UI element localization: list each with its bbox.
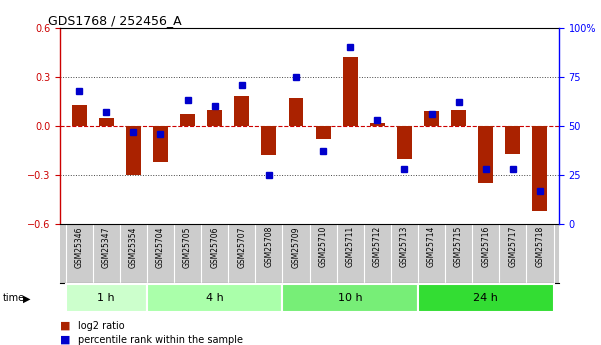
Text: time: time [3,294,25,303]
Text: ▶: ▶ [23,294,30,303]
Bar [532,126,548,211]
Bar [505,126,520,154]
Bar [478,126,493,183]
FancyBboxPatch shape [418,284,554,313]
Text: GSM25718: GSM25718 [535,226,545,267]
Text: 1 h: 1 h [97,294,115,303]
Text: GSM25714: GSM25714 [427,226,436,267]
Bar [261,126,276,155]
Text: GSM25715: GSM25715 [454,226,463,267]
Text: 4 h: 4 h [206,294,224,303]
Text: GSM25716: GSM25716 [481,226,490,267]
Text: GSM25346: GSM25346 [75,226,84,267]
Text: GSM25705: GSM25705 [183,226,192,267]
Bar [126,126,141,175]
Text: GSM25709: GSM25709 [291,226,300,267]
Bar [207,110,222,126]
FancyBboxPatch shape [282,284,418,313]
Bar [234,96,249,126]
Text: GSM25704: GSM25704 [156,226,165,267]
Text: log2 ratio: log2 ratio [78,321,125,331]
Bar [153,126,168,162]
Text: GSM25712: GSM25712 [373,226,382,267]
Text: 24 h: 24 h [474,294,498,303]
Bar [99,118,114,126]
Text: percentile rank within the sample: percentile rank within the sample [78,335,243,345]
Bar [72,105,87,126]
Text: GSM25713: GSM25713 [400,226,409,267]
Text: ■: ■ [60,335,70,345]
Text: GSM25347: GSM25347 [102,226,111,267]
Text: ■: ■ [60,321,70,331]
Bar [451,110,466,126]
Text: GSM25354: GSM25354 [129,226,138,267]
Text: GSM25710: GSM25710 [319,226,328,267]
Text: GSM25717: GSM25717 [508,226,517,267]
FancyBboxPatch shape [66,284,147,313]
Bar [424,111,439,126]
Text: GSM25711: GSM25711 [346,226,355,267]
Text: GSM25708: GSM25708 [264,226,273,267]
Bar [316,126,331,139]
Text: GSM25706: GSM25706 [210,226,219,267]
Text: 10 h: 10 h [338,294,362,303]
Bar [370,123,385,126]
Text: GSM25707: GSM25707 [237,226,246,267]
Bar [397,126,412,159]
Bar [180,115,195,126]
Bar [288,98,304,126]
Text: GDS1768 / 252456_A: GDS1768 / 252456_A [48,14,182,27]
FancyBboxPatch shape [147,284,282,313]
Bar [343,57,358,126]
